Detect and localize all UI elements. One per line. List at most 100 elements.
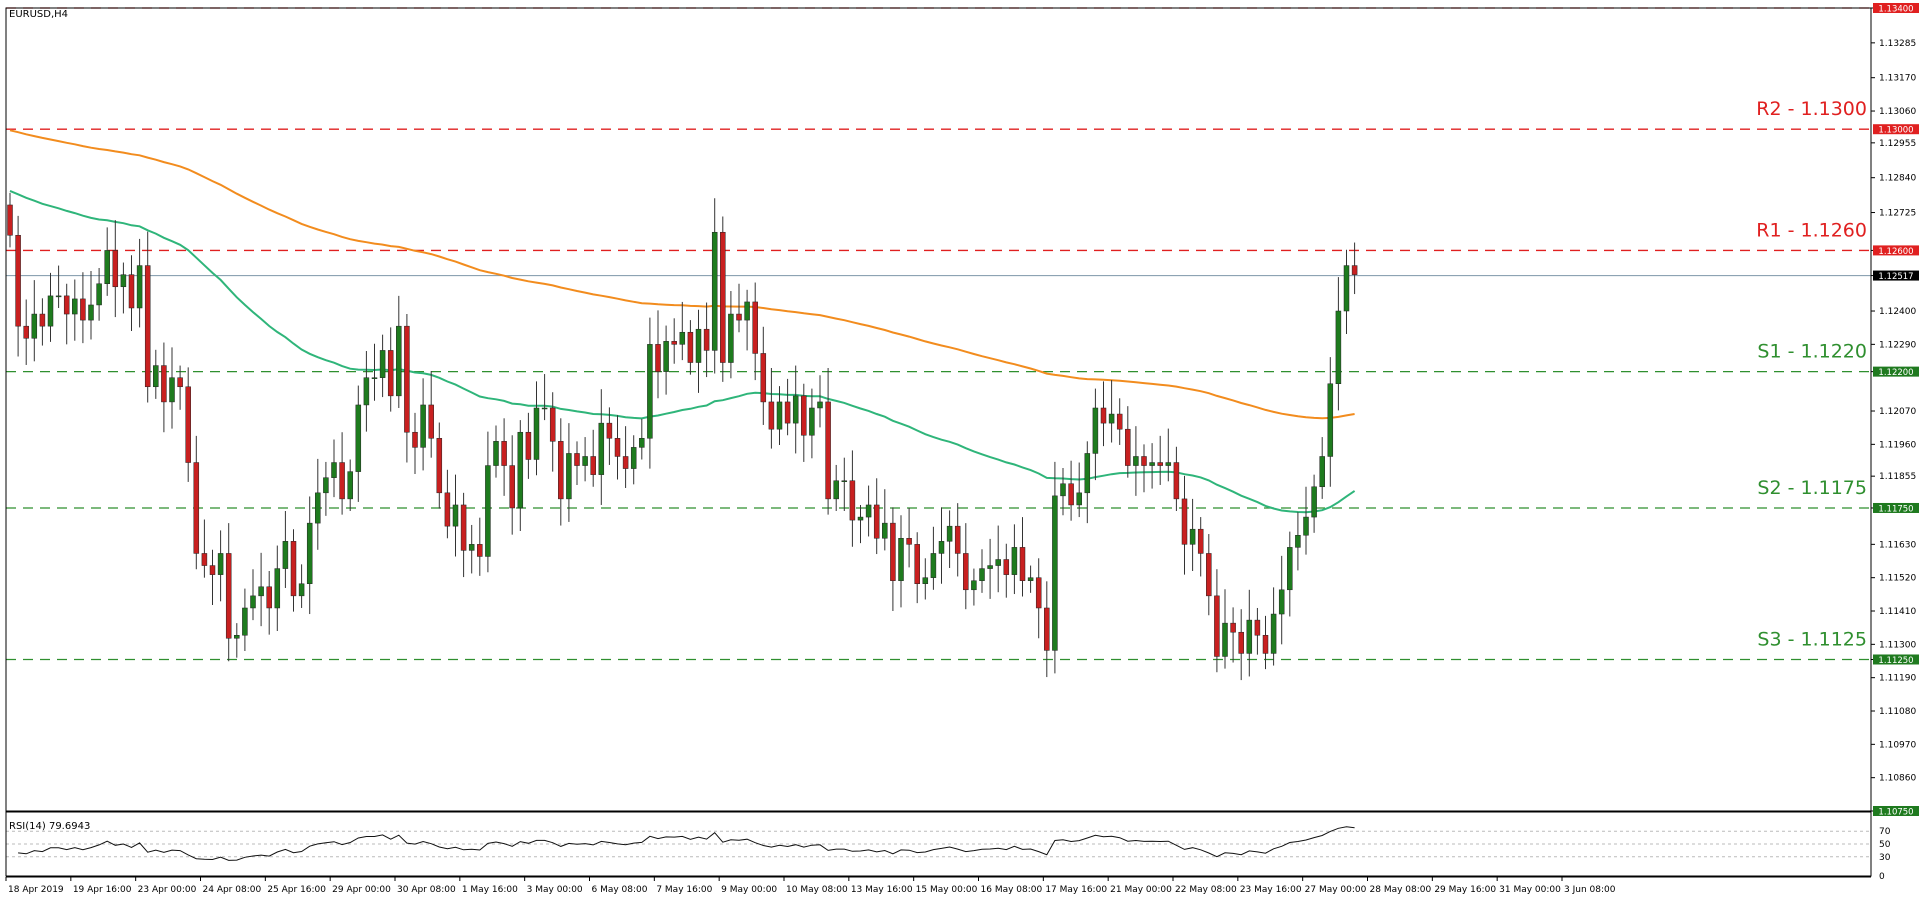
candle-body bbox=[485, 465, 491, 557]
candle-body bbox=[112, 250, 119, 288]
candle-body bbox=[201, 553, 208, 566]
x-tick-label: 13 May 16:00 bbox=[851, 885, 913, 895]
candle-body bbox=[1165, 462, 1172, 466]
candle-body bbox=[217, 553, 224, 575]
x-tick-label: 17 May 16:00 bbox=[1045, 885, 1107, 895]
candles bbox=[7, 192, 1358, 681]
candle-body bbox=[1060, 483, 1066, 497]
candle-body bbox=[752, 301, 758, 354]
candle-body bbox=[1287, 547, 1293, 591]
y-tick-label: 1.11630 bbox=[1879, 540, 1916, 550]
candle-body bbox=[1319, 456, 1325, 488]
candle-body bbox=[250, 595, 256, 609]
y-tick-label: 1.11855 bbox=[1879, 472, 1916, 482]
price-badge bbox=[1873, 654, 1919, 665]
candle-body bbox=[541, 407, 548, 410]
price-badge-label: 1.13400 bbox=[1878, 5, 1913, 15]
candle-body bbox=[914, 544, 920, 584]
y-tick-label: 1.11410 bbox=[1879, 607, 1916, 617]
y-tick-label: 1.11520 bbox=[1879, 574, 1916, 584]
candle-body bbox=[396, 325, 402, 397]
y-tick-label: 1.11080 bbox=[1879, 707, 1916, 717]
x-tick-label: 28 May 08:00 bbox=[1370, 885, 1432, 895]
axes: 1.13400 1.13285 1.13170 1.13060 1.12955 1.128… bbox=[5, 3, 1919, 895]
main-frame bbox=[5, 7, 1872, 812]
candle-body bbox=[590, 456, 596, 475]
price-badge-label: 1.11750 bbox=[1878, 504, 1913, 514]
y-tick-label: 1.12725 bbox=[1879, 209, 1916, 219]
x-tick-label: 29 May 16:00 bbox=[1434, 885, 1496, 895]
price-badge-label: 1.12200 bbox=[1878, 368, 1913, 378]
candle-body bbox=[630, 447, 637, 469]
candle-body bbox=[331, 462, 337, 478]
candle-body bbox=[517, 431, 524, 509]
rsi-line bbox=[18, 826, 1355, 861]
candle-body bbox=[420, 404, 426, 448]
x-tick-label: 16 May 08:00 bbox=[981, 885, 1043, 895]
candle-body bbox=[7, 204, 13, 236]
candle-body bbox=[460, 504, 467, 551]
candle-body bbox=[63, 295, 70, 315]
candle-body bbox=[1278, 589, 1285, 615]
rsi-label: RSI(14) 79.6943 bbox=[9, 821, 90, 832]
candle-body bbox=[1303, 516, 1309, 536]
price-badge bbox=[1873, 270, 1919, 281]
candle-body bbox=[639, 438, 645, 448]
candle-body bbox=[153, 365, 159, 388]
y-tick-label: 1.12290 bbox=[1879, 340, 1916, 350]
x-tick-label: 10 May 08:00 bbox=[786, 885, 848, 895]
level-label-r1: R1 - 1.1260 bbox=[1756, 219, 1867, 241]
candle-body bbox=[468, 544, 475, 551]
candle-body bbox=[1100, 407, 1107, 424]
x-tick-label: 6 May 08:00 bbox=[592, 885, 648, 895]
candle-body bbox=[169, 377, 175, 403]
candle-body bbox=[1125, 428, 1131, 466]
candle-body bbox=[728, 313, 734, 363]
y-tick-label: 1.12840 bbox=[1879, 174, 1916, 184]
x-tick-label: 15 May 00:00 bbox=[916, 885, 978, 895]
ema-green-line bbox=[9, 189, 1356, 514]
candle-body bbox=[1084, 453, 1091, 494]
level-label-s3: S3 - 1.1125 bbox=[1757, 628, 1867, 650]
x-tick-label: 21 May 00:00 bbox=[1110, 885, 1172, 895]
candle-body bbox=[841, 480, 848, 482]
candle-body bbox=[339, 462, 345, 500]
candle-body bbox=[55, 295, 62, 298]
candle-body bbox=[242, 607, 248, 636]
candle-body bbox=[120, 274, 127, 288]
candle-body bbox=[558, 441, 564, 500]
candle-body bbox=[493, 441, 499, 466]
candle-body bbox=[1181, 498, 1188, 545]
level-label-s2: S2 - 1.1175 bbox=[1757, 477, 1867, 499]
candle-body bbox=[663, 341, 669, 372]
candle-body bbox=[720, 231, 726, 363]
y-tick-label: 1.13170 bbox=[1879, 74, 1916, 84]
candle-body bbox=[776, 401, 783, 430]
candle-body bbox=[1157, 462, 1163, 466]
candle-body bbox=[1335, 310, 1342, 384]
candle-body bbox=[347, 471, 353, 500]
candle-body bbox=[1141, 456, 1147, 466]
candle-body bbox=[1149, 462, 1155, 466]
candle-body bbox=[23, 325, 29, 339]
level-label-s1: S1 - 1.1220 bbox=[1757, 341, 1867, 363]
symbol-label: EURUSD,H4 bbox=[9, 9, 68, 20]
candle-body bbox=[930, 553, 937, 578]
price-badge bbox=[1873, 3, 1919, 13]
x-tick-label: 3 Jun 08:00 bbox=[1564, 885, 1616, 895]
candle-body bbox=[622, 456, 629, 469]
candle-body bbox=[234, 634, 240, 639]
candle-body bbox=[760, 353, 767, 403]
y-tick-label: 1.12955 bbox=[1879, 139, 1916, 149]
candle-body bbox=[298, 583, 305, 597]
candle-body bbox=[1003, 559, 1010, 575]
x-tick-label: 19 Apr 16:00 bbox=[73, 885, 132, 895]
x-tick-label: 22 May 08:00 bbox=[1175, 885, 1237, 895]
candle-body bbox=[1133, 456, 1139, 466]
candle-body bbox=[1327, 383, 1334, 457]
candle-body bbox=[882, 522, 888, 539]
candle-body bbox=[1230, 622, 1236, 633]
candle-body bbox=[647, 344, 653, 439]
